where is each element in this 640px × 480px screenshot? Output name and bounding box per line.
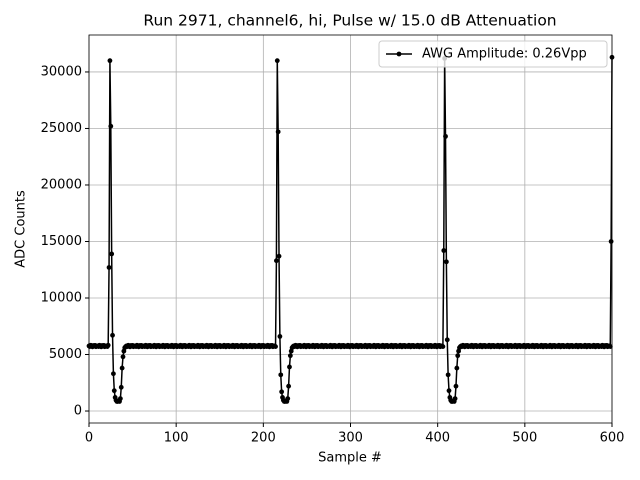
y-tick-label: 0	[74, 404, 82, 419]
data-point	[445, 372, 451, 378]
x-axis-label: Sample #	[318, 451, 382, 466]
x-tick-label: 100	[164, 431, 189, 446]
data-point	[454, 365, 460, 371]
data-point	[274, 258, 279, 264]
data-point	[118, 384, 124, 390]
data-point	[444, 337, 450, 343]
plot-frame	[88, 34, 613, 424]
data-point	[443, 133, 448, 139]
data-point	[441, 248, 447, 253]
y-axis-label: ADC Counts	[14, 190, 29, 268]
data-point	[278, 372, 284, 378]
data-point	[285, 396, 291, 401]
data-point	[108, 123, 114, 129]
data-point	[287, 353, 293, 359]
x-tick-label: 400	[425, 431, 450, 446]
x-tick-label: 600	[600, 431, 625, 446]
y-tick-label: 30000	[41, 64, 82, 79]
data-point	[279, 389, 285, 395]
y-tick-label: 15000	[41, 234, 82, 249]
data-point	[273, 344, 278, 349]
data-point	[274, 58, 280, 64]
legend-label: AWG Amplitude: 0.26Vpp	[422, 47, 587, 62]
x-tick-label: 300	[338, 431, 363, 446]
data-point	[607, 344, 613, 349]
y-tick-label: 10000	[41, 290, 82, 305]
data-point	[105, 342, 111, 348]
x-tick-label: 500	[512, 431, 537, 446]
data-point	[287, 364, 292, 370]
data-point	[117, 396, 123, 401]
data-point	[453, 383, 459, 389]
data-point	[455, 353, 461, 359]
data-point	[446, 388, 452, 394]
data-point	[109, 251, 115, 257]
x-tick-label: 0	[85, 431, 93, 446]
y-tick-label: 20000	[41, 177, 82, 192]
data-point	[276, 253, 282, 259]
data-point	[275, 129, 281, 135]
data-point	[608, 239, 614, 244]
legend-box	[378, 40, 608, 68]
data-point	[119, 365, 125, 371]
legend-marker	[396, 51, 402, 57]
data-point	[111, 388, 117, 394]
data-point	[110, 332, 115, 338]
y-tick-label: 25000	[41, 121, 82, 136]
data-point	[286, 383, 292, 389]
x-tick-label: 200	[251, 431, 276, 446]
data-point	[443, 259, 449, 265]
data-point	[111, 371, 116, 377]
data-point	[440, 344, 446, 349]
data-point	[452, 396, 458, 401]
y-tick-label: 5000	[49, 347, 82, 362]
chart-title: Run 2971, channel6, hi, Pulse w/ 15.0 dB…	[143, 12, 556, 30]
data-point	[120, 354, 126, 360]
data-point	[106, 265, 112, 270]
data-point	[277, 334, 283, 339]
data-point	[107, 58, 113, 64]
